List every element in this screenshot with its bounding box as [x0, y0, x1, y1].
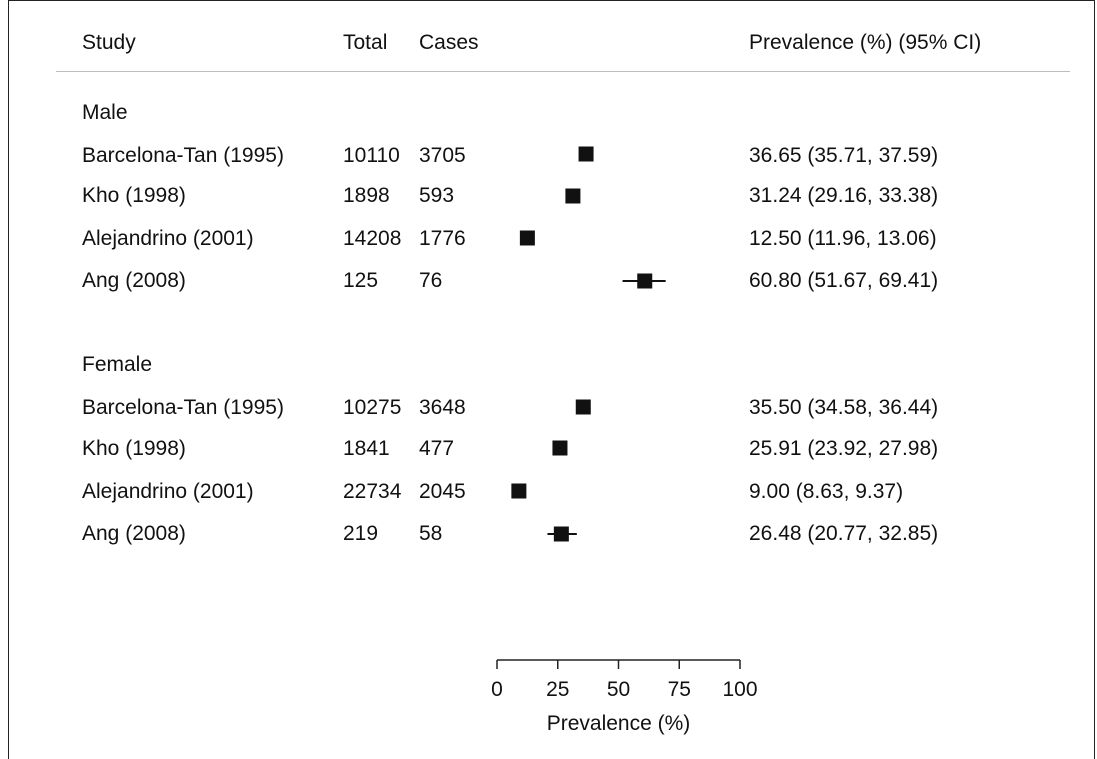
row-total: 14208: [343, 227, 402, 250]
row-total: 125: [343, 269, 379, 292]
row-ci: 9.00 (8.63, 9.37): [749, 480, 904, 503]
header-study: Study: [82, 31, 136, 54]
x-tick-label: 50: [607, 678, 630, 701]
point-estimate-marker: [575, 399, 591, 415]
row-total: 1841: [343, 437, 390, 460]
row-cases: 58: [419, 522, 443, 545]
row-ci: 35.50 (34.58, 36.44): [749, 396, 939, 419]
header-total: Total: [343, 31, 388, 54]
header-prevalence: Prevalence (%) (95% CI): [749, 31, 982, 54]
point-estimate-marker: [511, 483, 527, 499]
row-total: 22734: [343, 480, 402, 503]
x-tick-label: 100: [722, 678, 757, 701]
row-total: 10275: [343, 396, 402, 419]
row-ci: 60.80 (51.67, 69.41): [749, 269, 939, 292]
row-cases: 2045: [419, 480, 466, 503]
row-total: 10110: [343, 144, 400, 167]
row-total: 1898: [343, 184, 390, 207]
plot-marks: [511, 146, 666, 542]
x-axis-ticks: 0 25 50 75 100: [491, 660, 758, 701]
x-tick-label: 25: [546, 678, 569, 701]
point-estimate-marker: [637, 273, 653, 289]
x-tick-label: 75: [668, 678, 691, 701]
point-estimate-marker: [553, 526, 569, 542]
row-study: Kho (1998): [82, 184, 186, 207]
row-study: Barcelona-Tan (1995): [82, 144, 284, 167]
point-estimate-marker: [552, 440, 568, 456]
row-cases: 76: [419, 269, 443, 292]
row-cases: 593: [419, 184, 455, 207]
x-tick-label: 0: [491, 678, 503, 701]
row-cases: 3648: [419, 396, 466, 419]
row-ci: 12.50 (11.96, 13.06): [749, 227, 937, 250]
row-ci: 36.65 (35.71, 37.59): [749, 144, 939, 167]
row-study: Ang (2008): [82, 522, 186, 545]
row-ci: 31.24 (29.16, 33.38): [749, 184, 939, 207]
row-total: 219: [343, 522, 379, 545]
row-ci: 25.91 (23.92, 27.98): [749, 437, 939, 460]
point-estimate-marker: [565, 188, 581, 204]
row-ci: 26.48 (20.77, 32.85): [749, 522, 939, 545]
row-study: Barcelona-Tan (1995): [82, 396, 284, 419]
row-study: Ang (2008): [82, 269, 186, 292]
row-study: Kho (1998): [82, 437, 186, 460]
row-cases: 1776: [419, 227, 466, 250]
row-study: Alejandrino (2001): [82, 227, 254, 250]
group-label-male: Male: [82, 101, 128, 124]
header-cases: Cases: [419, 31, 479, 54]
row-cases: 477: [419, 437, 455, 460]
x-axis-title: Prevalence (%): [547, 712, 691, 735]
header-divider: [56, 71, 1070, 72]
group-label-female: Female: [82, 353, 153, 376]
point-estimate-marker: [578, 146, 594, 162]
row-study: Alejandrino (2001): [82, 480, 254, 503]
point-estimate-marker: [519, 230, 535, 246]
row-cases: 3705: [419, 144, 466, 167]
figure-frame: [8, 0, 1095, 759]
